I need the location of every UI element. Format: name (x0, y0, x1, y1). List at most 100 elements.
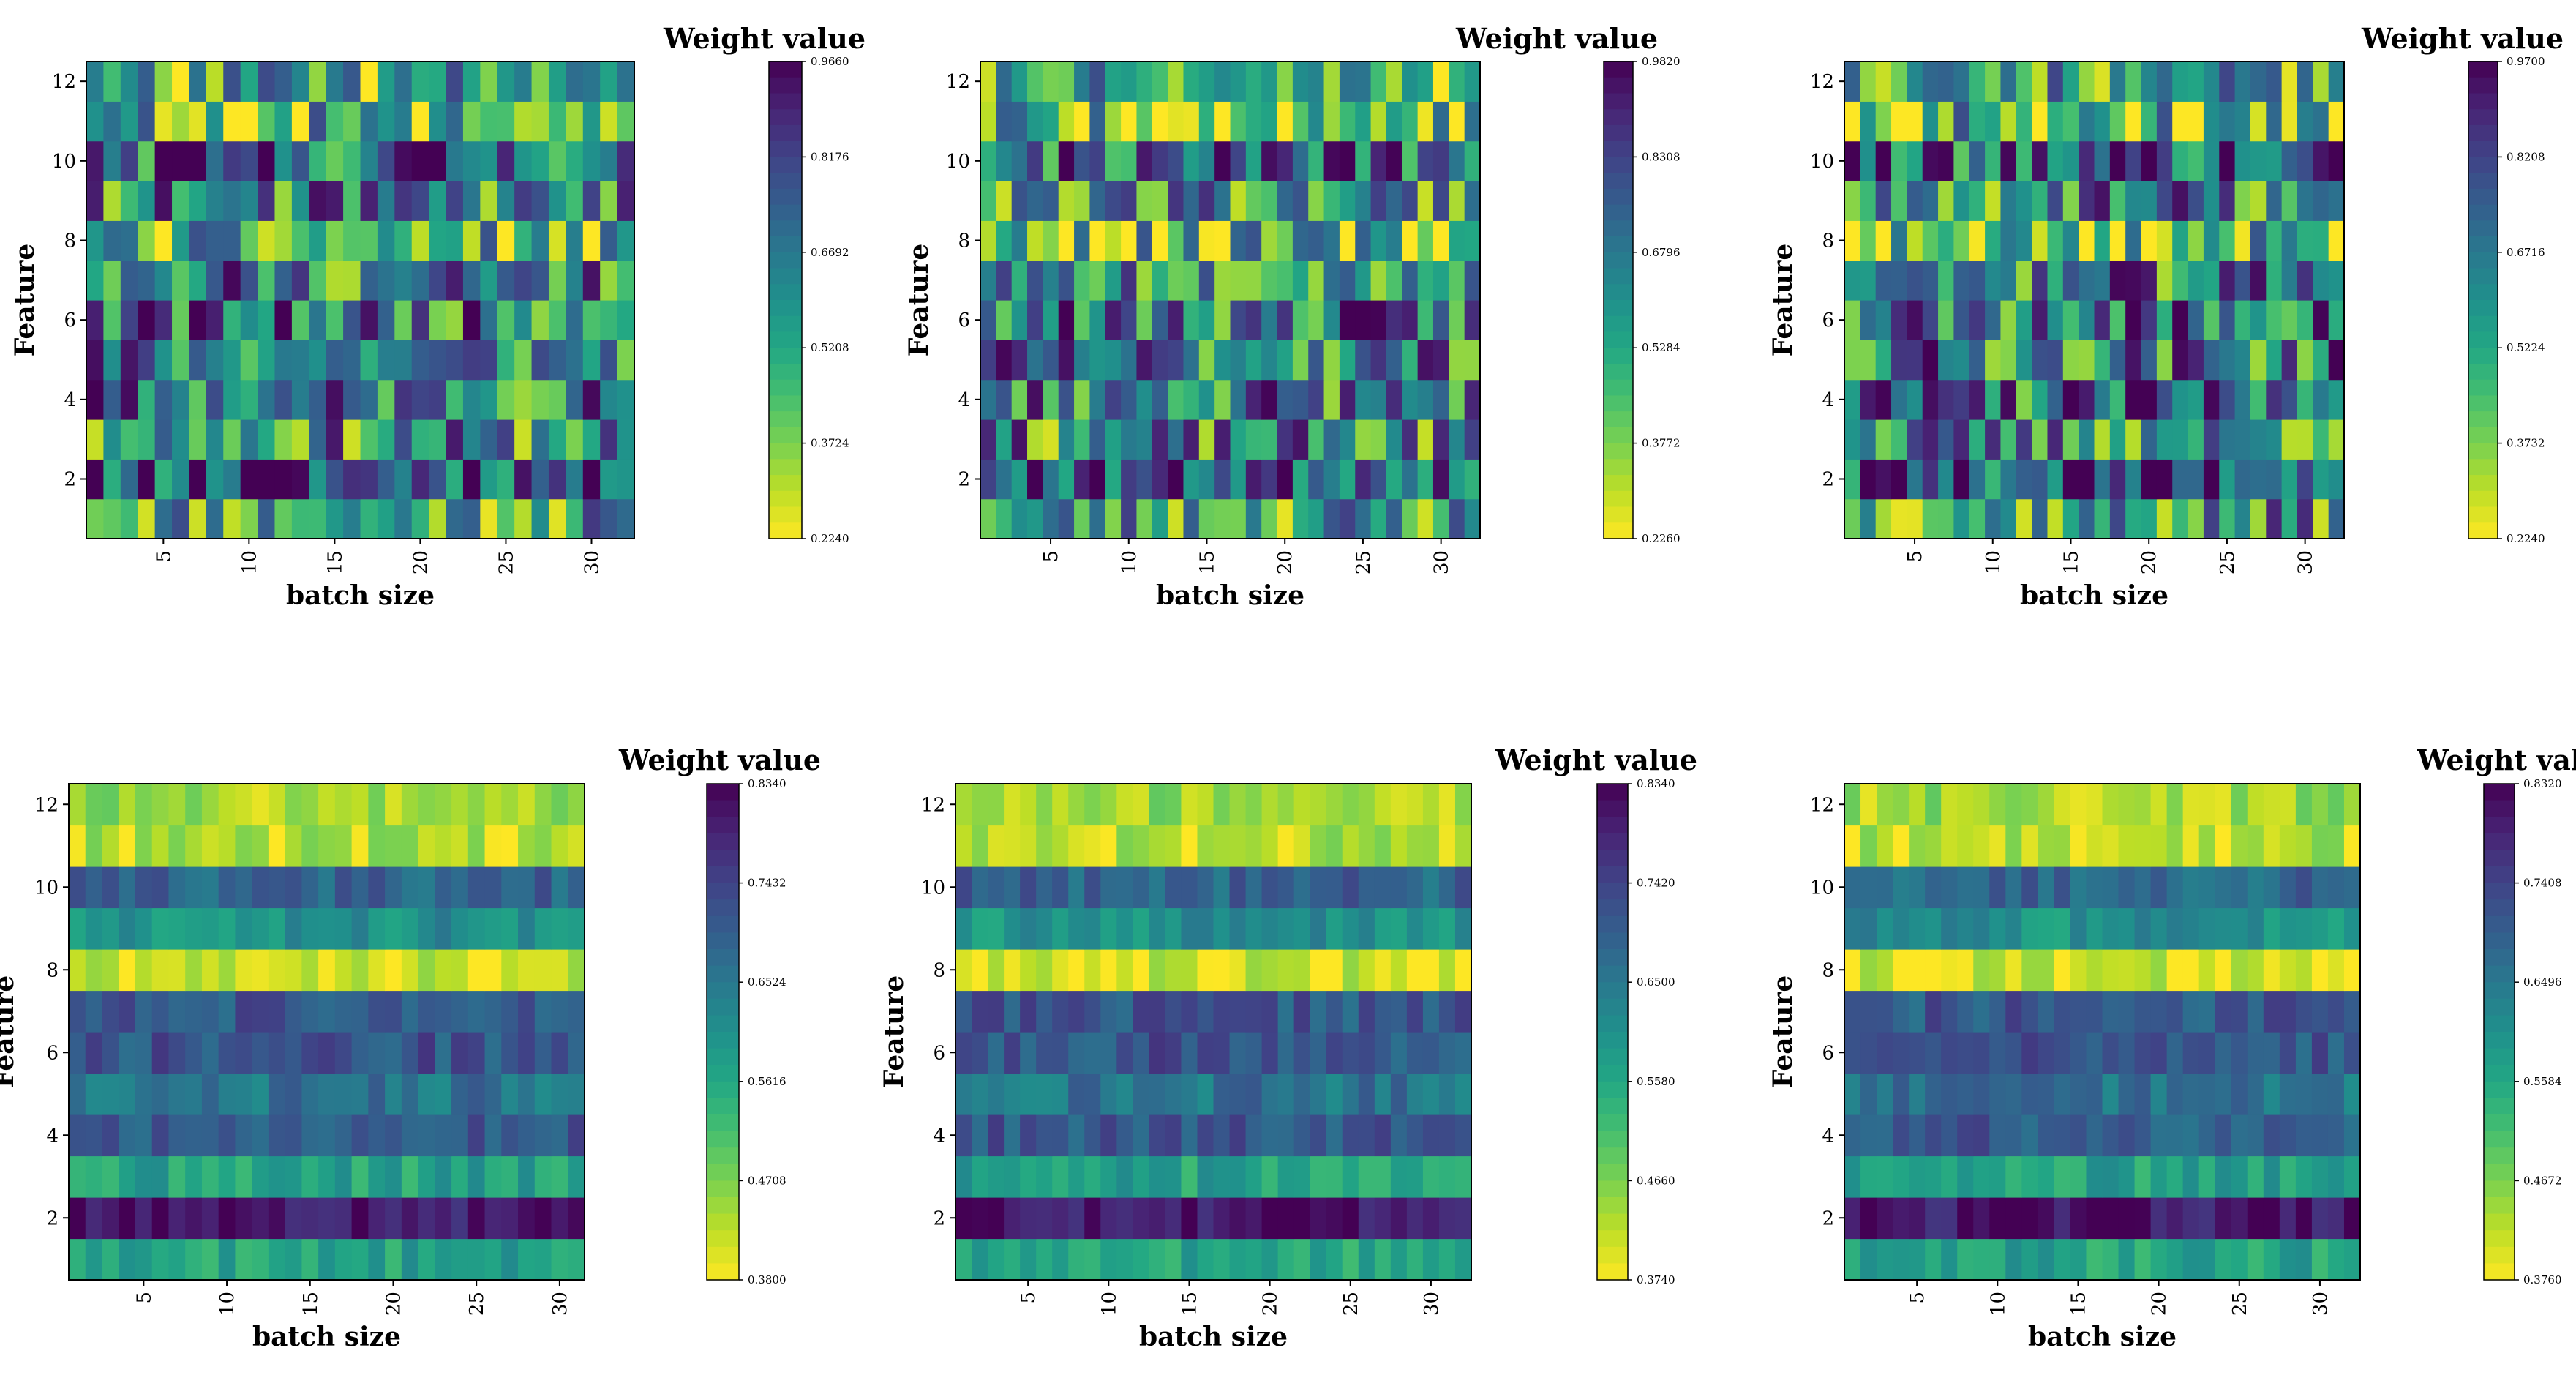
heatmap-cell (119, 949, 136, 992)
heatmap-cell (548, 181, 566, 221)
heatmap-cell (2313, 181, 2329, 221)
heatmap-cell (1358, 866, 1375, 909)
heatmap-cell (1100, 907, 1117, 950)
heatmap-cell (418, 1032, 435, 1074)
y-tick-label: 6 (64, 310, 76, 331)
heatmap-cell (1860, 949, 1877, 992)
heatmap-cell (1925, 990, 1942, 1033)
heatmap-cell (2263, 1114, 2280, 1157)
colorbar-segment (769, 331, 802, 348)
colorbar-segment (1597, 932, 1628, 950)
heatmap-cell (1261, 907, 1279, 950)
heatmap-cell (1925, 1155, 1942, 1198)
heatmap-cell (274, 181, 293, 221)
heatmap-cell (451, 990, 469, 1033)
heatmap-cell (972, 949, 988, 992)
heatmap-cell (568, 949, 585, 992)
heatmap-cell (2247, 784, 2264, 826)
heatmap-cell (252, 1238, 269, 1281)
y-tick-label: 10 (52, 151, 76, 173)
heatmap-cell (189, 419, 207, 460)
heatmap-cell (2182, 1155, 2200, 1198)
heatmap-cell (551, 907, 568, 950)
heatmap-cell (2234, 340, 2251, 381)
heatmap-cell (268, 907, 286, 950)
heatmap-cell (334, 990, 353, 1033)
heatmap-cell (189, 300, 207, 340)
heatmap-cell (360, 260, 378, 301)
heatmap-cell (514, 419, 533, 460)
heatmap-cell (1339, 101, 1356, 142)
heatmap-cell (462, 181, 481, 221)
heatmap-cell (467, 1114, 486, 1157)
heatmap-cell (1891, 61, 1907, 102)
heatmap-cell (2047, 260, 2064, 301)
heatmap-cell (2313, 260, 2329, 301)
heatmap-cell (2215, 907, 2232, 950)
colorbar-frame (2468, 61, 2498, 539)
heatmap-cell (1181, 907, 1198, 950)
colorbar-segment (2468, 475, 2498, 492)
colorbar-segment (1597, 1098, 1628, 1115)
heatmap-cell (1105, 379, 1122, 420)
heatmap-cell (1165, 825, 1182, 867)
y-axis-label: Feature (879, 975, 909, 1089)
heatmap-cell (2166, 907, 2184, 950)
heatmap-cell (1068, 1197, 1085, 1240)
heatmap-cell (1168, 61, 1184, 102)
heatmap-cell (996, 220, 1013, 261)
heatmap-cell (2311, 907, 2329, 950)
heatmap-cell (480, 260, 498, 301)
heatmap-cell (2000, 101, 2017, 142)
heatmap-cell (2234, 459, 2251, 500)
heatmap-cell (418, 907, 435, 950)
heatmap-cell (103, 141, 121, 181)
heatmap-cell (119, 1073, 136, 1115)
heatmap-cell (1011, 300, 1028, 340)
heatmap-cell (2062, 101, 2079, 142)
heatmap-cell (551, 1114, 568, 1157)
colorbar-segment (707, 1230, 739, 1248)
colorbar-segment (2484, 965, 2515, 983)
heatmap-cell (258, 300, 276, 340)
y-tick-label: 8 (46, 959, 59, 981)
heatmap-cell (2343, 990, 2361, 1033)
heatmap-cell (1058, 61, 1075, 102)
heatmap-cell (2266, 141, 2283, 181)
heatmap-cell (1339, 419, 1356, 460)
heatmap-cell (1844, 300, 1860, 340)
colorbar-segment (1604, 315, 1633, 333)
heatmap-cell (201, 1073, 219, 1115)
heatmap-cell (1292, 300, 1309, 340)
heatmap-cell (120, 498, 138, 539)
heatmap-cell (1989, 990, 2006, 1033)
heatmap-cell (1214, 379, 1231, 420)
heatmap-cell (1860, 1032, 1877, 1074)
heatmap-cell (514, 340, 533, 381)
heatmap-cell (334, 1073, 353, 1115)
heatmap-cell (1985, 61, 2002, 102)
heatmap-cell (401, 949, 419, 992)
heatmap-cell (467, 825, 486, 867)
heatmap-cell (1402, 419, 1419, 460)
heatmap-cell (2086, 1073, 2103, 1115)
heatmap-cell (154, 141, 173, 181)
heatmap-cell (1261, 949, 1279, 992)
heatmap-cell (600, 220, 618, 261)
heatmap-cell (1089, 300, 1106, 340)
heatmap-cell (1149, 1238, 1166, 1281)
x-tick-label: 25 (495, 550, 517, 574)
heatmap-cell (2150, 949, 2168, 992)
heatmap-cell (385, 1073, 402, 1115)
heatmap-cell (2215, 949, 2232, 992)
heatmap-cell (268, 1073, 286, 1115)
heatmap-cell (360, 61, 378, 102)
heatmap-cell (1121, 181, 1138, 221)
colorbar-segment (1604, 331, 1633, 348)
heatmap-cell (1907, 498, 1923, 539)
heatmap-cell (135, 1238, 153, 1281)
heatmap-cell (429, 220, 447, 261)
heatmap-cell (1011, 220, 1028, 261)
heatmap-cell (1454, 907, 1472, 950)
colorbar-title: Weight value (1455, 22, 1658, 55)
